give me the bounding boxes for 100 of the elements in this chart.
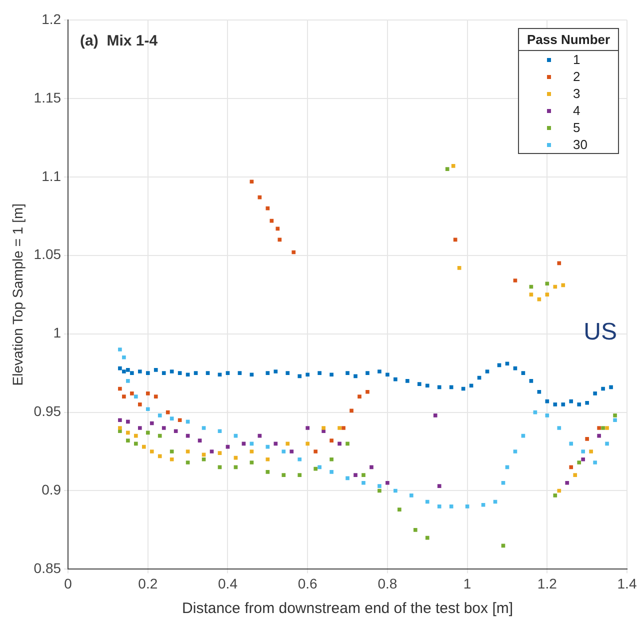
point: [409, 494, 414, 498]
point: [202, 452, 206, 457]
point: [154, 368, 158, 372]
point: [330, 438, 334, 442]
point: [378, 488, 382, 493]
point: [266, 470, 270, 474]
point: [585, 437, 589, 441]
point: [481, 502, 486, 507]
point: [561, 283, 566, 288]
point: [354, 374, 358, 378]
point: [433, 414, 438, 418]
point: [593, 392, 597, 396]
point: [162, 426, 166, 430]
point: [218, 451, 222, 455]
point: [178, 418, 182, 422]
point: [553, 402, 558, 406]
x-tick-label: 0.4: [218, 575, 238, 592]
point: [158, 434, 162, 438]
y-tick-label: 1.15: [34, 89, 62, 106]
point: [298, 473, 302, 477]
point: [126, 430, 130, 435]
point: [338, 426, 342, 430]
y-axis-title: Elevation Top Sample = 1 [m]: [9, 203, 26, 386]
point: [122, 394, 126, 399]
x-tick-label: 0: [64, 575, 72, 592]
point: [158, 414, 162, 418]
point: [142, 444, 146, 449]
y-tick-label: 1.05: [34, 246, 62, 262]
point: [138, 370, 142, 374]
point: [290, 450, 294, 454]
point: [346, 476, 350, 480]
point: [581, 450, 585, 454]
point: [170, 370, 174, 374]
point: [569, 442, 574, 446]
y-tick-label: 1: [53, 324, 62, 341]
x-tick-label: 1.2: [537, 575, 558, 592]
point: [437, 385, 442, 390]
point: [130, 392, 134, 396]
point: [545, 292, 550, 297]
point: [505, 362, 510, 366]
point: [158, 454, 162, 458]
point: [118, 348, 122, 352]
y-tick-label: 0.85: [34, 560, 62, 576]
point: [250, 460, 254, 464]
point: [318, 371, 322, 375]
point: [122, 355, 126, 360]
point: [370, 465, 374, 470]
annotation: US: [584, 318, 617, 346]
point: [413, 528, 418, 532]
point: [425, 536, 430, 540]
point: [425, 500, 430, 504]
point: [521, 371, 526, 375]
point: [186, 450, 190, 454]
point: [601, 426, 605, 430]
point: [330, 470, 334, 474]
point: [366, 371, 370, 375]
point: [597, 434, 601, 438]
point: [581, 457, 585, 462]
point: [597, 426, 601, 430]
point: [314, 450, 318, 454]
point: [154, 394, 158, 399]
annotation: (a) Mix 1-4: [80, 32, 158, 50]
point: [134, 442, 138, 446]
point: [150, 421, 154, 426]
point: [306, 442, 310, 446]
point: [270, 218, 274, 223]
point: [170, 457, 174, 462]
point: [501, 480, 506, 485]
point: [529, 378, 534, 383]
point: [529, 292, 534, 297]
point: [589, 450, 593, 454]
point: [386, 480, 390, 485]
point: [238, 371, 242, 375]
point: [513, 278, 518, 282]
point: [266, 457, 270, 462]
point: [278, 238, 282, 242]
point: [394, 377, 398, 382]
point: [138, 402, 142, 406]
x-tick-label: 0.2: [138, 575, 158, 592]
point: [437, 484, 442, 488]
point: [130, 371, 134, 375]
x-tick-label: 0.6: [298, 575, 318, 592]
point: [362, 473, 366, 477]
point: [118, 386, 122, 391]
point: [202, 426, 206, 430]
point: [292, 250, 296, 254]
point: [146, 371, 150, 375]
point: [342, 426, 346, 430]
point: [178, 371, 182, 375]
point: [613, 414, 617, 418]
point: [118, 418, 122, 422]
point: [378, 484, 382, 488]
x-axis-title: Distance from downstream end of the test box [m]: [182, 600, 514, 618]
point: [513, 366, 518, 370]
point: [545, 414, 550, 418]
point: [553, 284, 558, 289]
point: [170, 450, 174, 454]
point: [561, 402, 566, 406]
point: [318, 465, 322, 470]
point: [286, 442, 290, 446]
